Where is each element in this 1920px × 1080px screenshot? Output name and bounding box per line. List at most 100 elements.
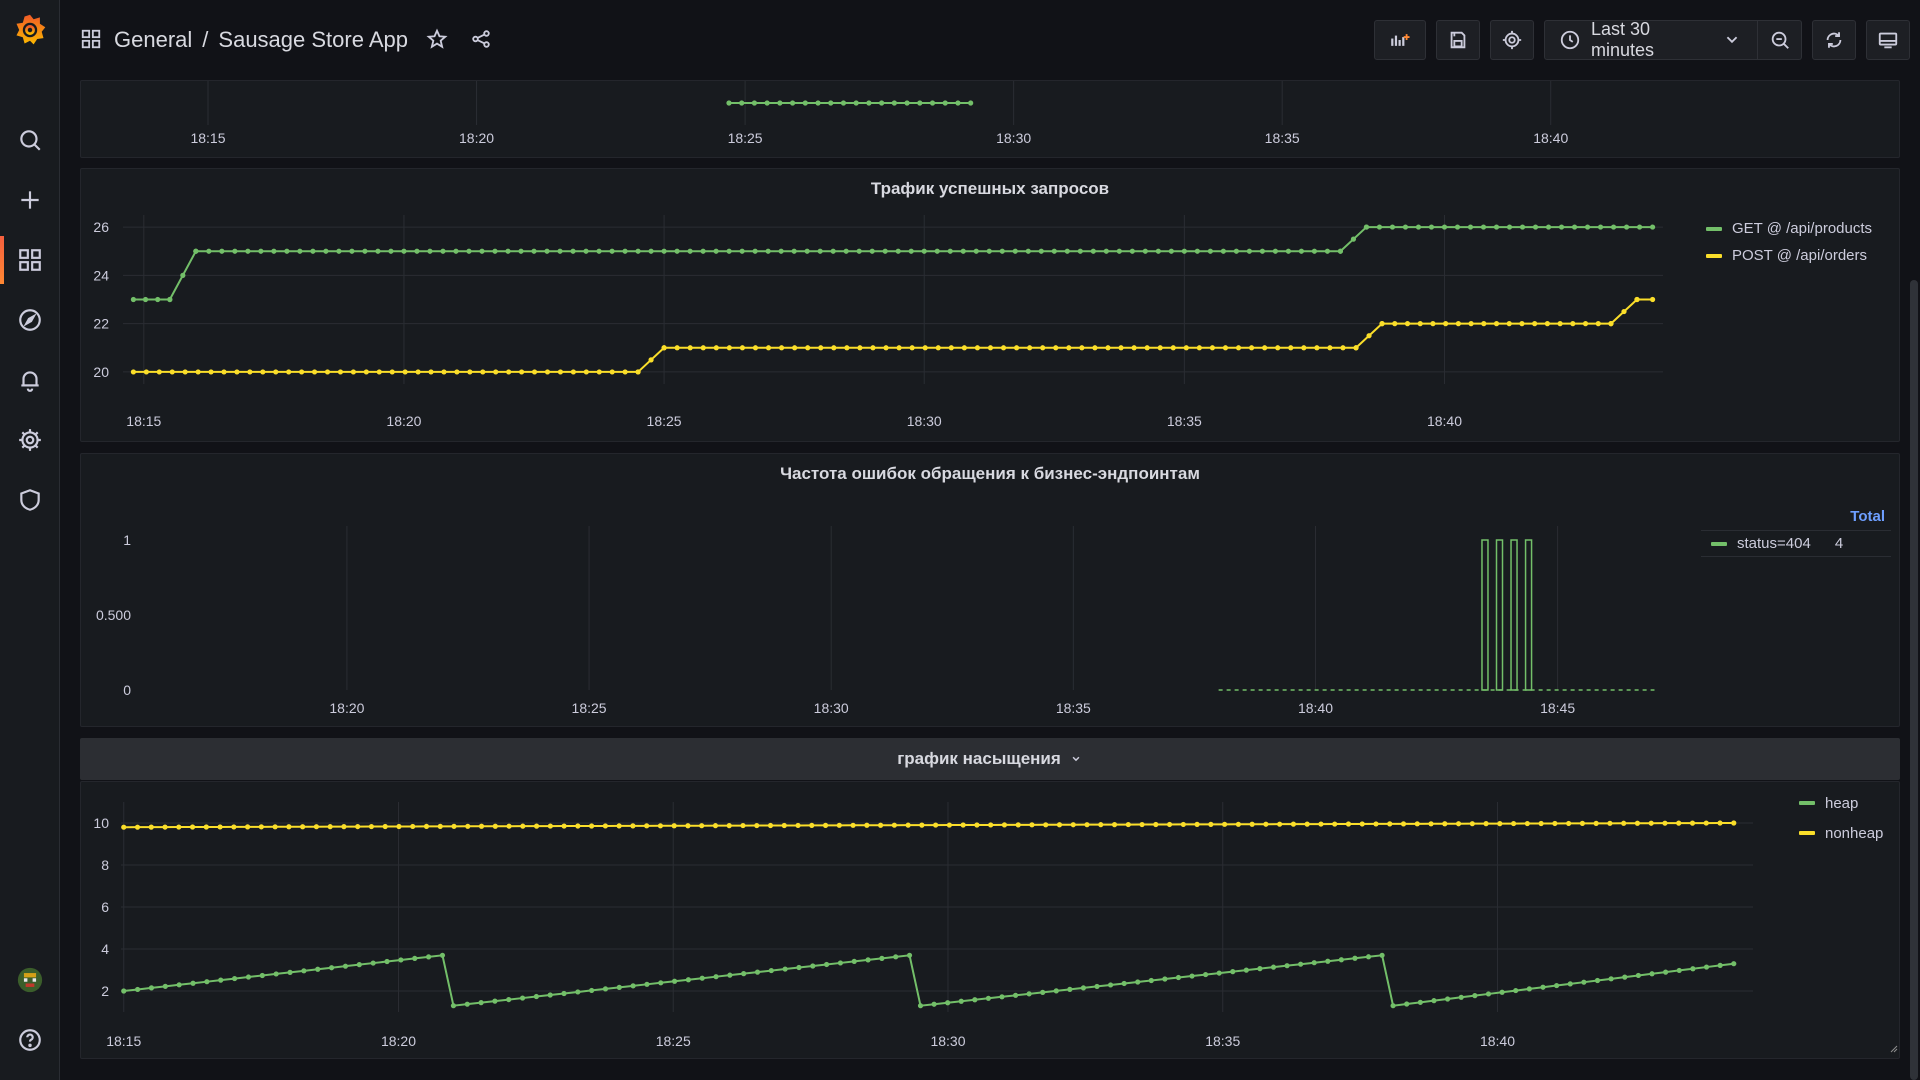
help-icon[interactable]	[0, 1016, 60, 1064]
data-point	[1404, 321, 1411, 327]
data-point	[1483, 821, 1489, 827]
data-point	[441, 369, 447, 375]
avatar[interactable]	[0, 956, 60, 1004]
legend-item[interactable]: nonheap	[1791, 818, 1891, 848]
panel-title[interactable]: Частота ошибок обращения к бизнес-эндпои…	[780, 464, 1200, 483]
data-point	[818, 345, 824, 351]
y-tick-label: 6	[101, 899, 109, 915]
data-point	[1610, 224, 1617, 230]
data-point	[1581, 979, 1587, 985]
time-range-picker[interactable]: Last 30 minutes	[1544, 19, 1758, 60]
data-point	[929, 100, 936, 106]
save-dashboard-button[interactable]	[1436, 20, 1480, 60]
add-panel-button[interactable]	[1374, 20, 1426, 60]
dashboards-grid-icon	[80, 28, 104, 52]
dashboard-settings-button[interactable]	[1490, 20, 1534, 60]
panel-saturation[interactable]: 2 4 6 8 10 18:15 18:20 18:25 18:30 18:35 18:40 hea…	[80, 781, 1900, 1059]
data-point	[1285, 248, 1292, 254]
legend-label: status=404	[1737, 535, 1811, 552]
data-point	[999, 994, 1005, 1000]
x-tick-label: 18:45	[1540, 700, 1575, 716]
data-point	[1636, 224, 1643, 230]
legend-item[interactable]: status=404 4	[1701, 530, 1891, 557]
grafana-logo-icon[interactable]	[10, 10, 50, 50]
data-point	[630, 823, 636, 829]
panel-title[interactable]: Трафик успешных запросов	[870, 179, 1110, 198]
data-point	[879, 955, 885, 961]
data-point	[1277, 821, 1283, 827]
search-icon[interactable]	[0, 116, 60, 164]
data-point	[1311, 960, 1317, 966]
data-point	[1350, 236, 1357, 242]
data-point	[1359, 821, 1365, 827]
legend-swatch	[1706, 226, 1722, 231]
x-tick-label: 18:15	[106, 1033, 141, 1049]
star-icon[interactable]	[426, 28, 450, 52]
time-range-label: Last 30 minutes	[1591, 19, 1655, 60]
data-point	[162, 824, 168, 830]
data-point	[341, 824, 347, 830]
panel-successful-requests[interactable]: Трафик успешных запросов 20 22 24 26 18:15 18…	[80, 168, 1900, 442]
data-point	[464, 1001, 470, 1007]
data-point	[1105, 345, 1111, 351]
x-tick-label: 18:15	[126, 413, 161, 429]
panel-partial[interactable]: 18:15 18:20 18:25 18:30 18:35 18:40	[80, 80, 1900, 158]
data-point	[891, 822, 897, 828]
page-scrollbar[interactable]	[1910, 280, 1918, 1080]
data-point	[1582, 321, 1589, 327]
data-point	[189, 824, 196, 830]
refresh-button[interactable]	[1812, 20, 1856, 60]
legend-header-total[interactable]: Total	[1850, 508, 1885, 525]
legend-item[interactable]: GET @ /api/products	[1706, 215, 1872, 242]
panel-error-rate[interactable]: Частота ошибок обращения к бизнес-эндпои…	[80, 453, 1900, 727]
data-point	[350, 369, 356, 375]
series-line-heap	[123, 954, 1734, 1007]
data-point	[789, 100, 796, 106]
data-point	[1148, 977, 1154, 984]
data-point	[802, 100, 808, 106]
legend-item[interactable]: POST @ /api/orders	[1706, 242, 1872, 269]
chevron-down-icon	[1721, 29, 1743, 51]
data-point	[135, 986, 141, 993]
breadcrumb-folder[interactable]: General	[114, 27, 193, 52]
chevron-down-icon	[1069, 752, 1083, 766]
tv-mode-button[interactable]	[1866, 20, 1910, 60]
data-point	[440, 248, 446, 254]
series-line	[133, 226, 1653, 301]
data-point	[946, 822, 952, 828]
data-point	[1275, 345, 1281, 351]
data-point	[589, 987, 595, 994]
zoom-out-button[interactable]	[1758, 20, 1802, 60]
data-point	[258, 248, 264, 254]
dashboard-title[interactable]: Sausage Store App	[218, 27, 408, 52]
data-point	[1352, 955, 1358, 961]
data-point	[1131, 345, 1137, 351]
data-point	[778, 248, 784, 254]
data-point	[570, 248, 576, 254]
data-point	[935, 345, 941, 351]
data-point	[1458, 994, 1464, 1000]
share-icon[interactable]	[470, 28, 494, 52]
gear-icon[interactable]	[0, 416, 60, 464]
data-point	[1497, 821, 1503, 827]
shield-icon[interactable]	[0, 476, 60, 524]
plus-icon[interactable]	[0, 176, 60, 224]
data-point	[837, 960, 844, 966]
data-point	[1608, 976, 1614, 982]
dashboards-grid-icon[interactable]	[0, 236, 60, 284]
legend-item[interactable]: heap	[1791, 788, 1891, 818]
data-point	[856, 248, 862, 254]
data-point	[805, 345, 811, 351]
data-point	[1056, 822, 1063, 828]
data-point	[533, 993, 539, 1000]
bell-icon[interactable]	[0, 356, 60, 404]
data-point	[1506, 321, 1512, 327]
data-point	[1634, 820, 1641, 826]
legend-label: heap	[1825, 794, 1859, 812]
data-point	[958, 998, 964, 1004]
row-header[interactable]: график насыщения	[80, 738, 1900, 780]
data-point	[1366, 333, 1372, 339]
breadcrumb: General / Sausage Store App	[80, 22, 494, 58]
compass-icon[interactable]	[0, 296, 60, 344]
data-point	[121, 824, 127, 830]
